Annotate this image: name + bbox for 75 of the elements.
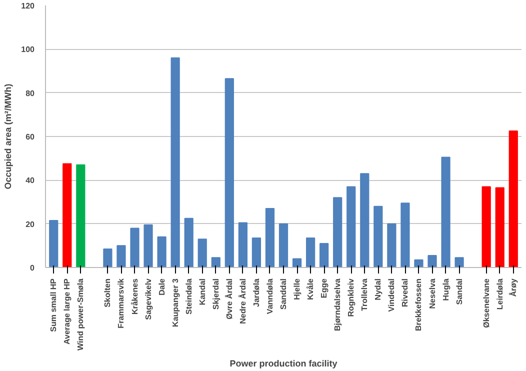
x-tick-label: Skjerdal <box>211 278 220 310</box>
bar <box>265 208 275 268</box>
x-axis-title: Power production facility <box>230 358 338 368</box>
bar <box>333 197 342 268</box>
bar <box>211 257 220 268</box>
bar <box>346 186 356 268</box>
bar <box>198 238 207 268</box>
x-tick-label: Kaupanger 3 <box>170 278 180 327</box>
bar <box>360 173 370 268</box>
x-tick-label: Hugla <box>441 278 450 301</box>
y-tick-label: 120 <box>21 2 36 10</box>
bar <box>454 257 464 268</box>
x-tick-label: Rivedal <box>400 278 410 307</box>
x-tick-label: Sanddal <box>279 278 288 310</box>
bar <box>441 156 450 268</box>
bar <box>157 236 166 268</box>
bar <box>224 78 234 268</box>
y-axis-title: Occupied area (m²/MWh) <box>3 84 14 190</box>
x-tick-label: Neselva <box>428 278 437 309</box>
bar <box>320 242 329 268</box>
x-tick-label: Vindedal <box>387 278 396 312</box>
x-tick-label: Jardøla <box>252 278 261 307</box>
bar <box>374 206 383 268</box>
x-tick-label: Sandal <box>454 278 464 305</box>
bar <box>495 187 504 268</box>
x-tick-label: Dale <box>157 278 166 296</box>
bar <box>400 202 410 268</box>
y-tick-label: 20 <box>26 220 36 229</box>
x-tick-label: Nydal <box>374 278 383 300</box>
x-tick-label: Sum small HP <box>49 278 58 332</box>
bar <box>184 218 194 268</box>
y-tick-label: 40 <box>26 176 36 186</box>
x-tick-label: Øvre Årdal <box>224 278 234 320</box>
bar <box>292 258 302 268</box>
bar <box>144 224 153 268</box>
x-tick-label: Average large HP <box>62 278 72 344</box>
x-tick-label: Øksenelvane <box>482 278 491 328</box>
x-tick-label: Nedre Årdal <box>237 278 248 324</box>
y-tick-label: 60 <box>26 132 36 142</box>
x-tick-label: Hjelle <box>292 278 302 300</box>
y-tick-label: 80 <box>26 88 36 98</box>
x-tick-label: Årøy <box>508 278 518 297</box>
bar <box>116 245 126 268</box>
x-tick-label: Kandal <box>198 278 207 306</box>
bar <box>103 248 112 268</box>
bar <box>76 164 86 268</box>
bar <box>170 57 180 268</box>
x-tick-label: Steindøla <box>184 278 194 315</box>
bar <box>482 186 491 268</box>
x-tick-label: Vanndøla <box>265 278 274 314</box>
bar <box>306 238 316 268</box>
bar <box>428 254 437 268</box>
bar <box>62 163 72 268</box>
x-tick-label: Leirdøla <box>495 278 504 310</box>
x-tick-label: Trollelva <box>360 278 370 311</box>
x-tick-label: Skolten <box>103 278 112 308</box>
x-tick-label: Frammarsvik <box>116 278 126 328</box>
bar <box>252 238 262 268</box>
bar <box>414 259 424 268</box>
y-tick-label: 0 <box>30 264 36 272</box>
x-tick-label: Rognkleiv <box>346 278 356 317</box>
bar <box>387 223 396 268</box>
bar <box>278 223 288 268</box>
bar <box>130 228 140 268</box>
bar <box>238 222 248 268</box>
bar <box>508 130 518 268</box>
bar <box>49 220 58 268</box>
x-tick-label: Brekkefossen <box>414 278 424 331</box>
x-tick-label: Egge <box>320 278 329 298</box>
x-tick-label: Bjørndalselva <box>333 278 342 331</box>
x-tick-label: Sagevikelv <box>144 278 153 320</box>
y-tick-label: 100 <box>21 45 36 54</box>
x-tick-label: Kråkenes <box>130 278 140 315</box>
x-tick-label: Kvåle <box>306 278 316 300</box>
x-tick-label: Wind power-Smøla <box>76 278 86 350</box>
